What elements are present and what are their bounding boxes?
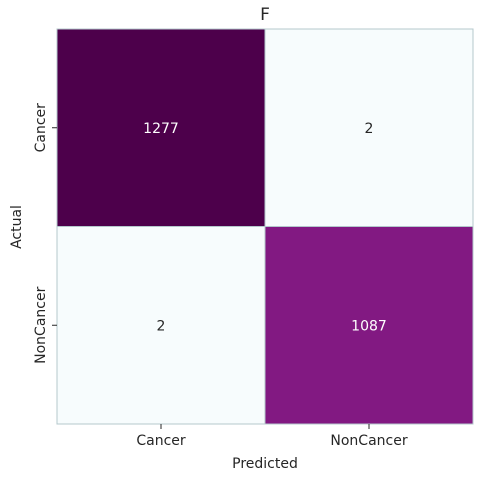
cell-value-label: 2 (157, 318, 166, 334)
cell-value-label: 2 (365, 121, 374, 137)
x-tick-label: NonCancer (330, 433, 407, 449)
y-tick-label: Cancer (33, 103, 49, 153)
cell-value-label: 1277 (143, 121, 179, 137)
heatmap-cell (264, 28, 474, 227)
y-axis-label: Actual (9, 205, 25, 249)
heatmap-cell (264, 226, 474, 425)
x-axis-label: Predicted (232, 456, 298, 472)
chart-title: F (260, 5, 270, 25)
heatmap-cell (56, 28, 266, 227)
heatmap-cell (56, 226, 266, 425)
y-tick-label: NonCancer (33, 286, 49, 363)
x-tick-label: Cancer (136, 433, 186, 449)
cell-value-label: 1087 (351, 318, 387, 334)
